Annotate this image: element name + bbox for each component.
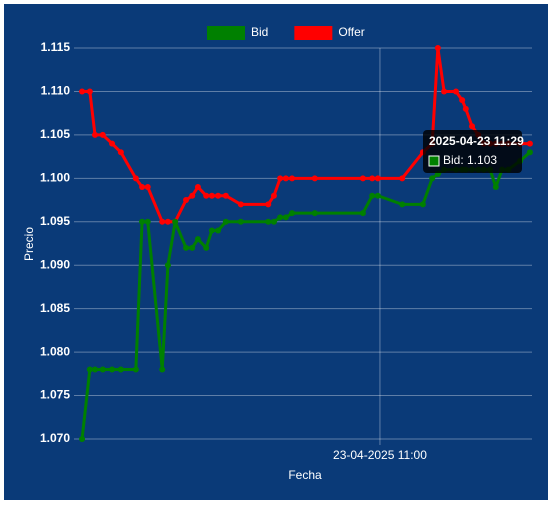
data-point	[374, 175, 381, 182]
data-point	[492, 184, 499, 191]
data-point	[374, 192, 381, 199]
data-point	[441, 88, 448, 95]
chart-background	[4, 4, 548, 500]
data-point	[139, 218, 146, 225]
data-point	[164, 218, 171, 225]
y-tick-label: 1.075	[40, 388, 70, 402]
data-point	[215, 227, 222, 234]
x-tick-label: 23-04-2025 11:00	[333, 448, 427, 462]
data-point	[86, 88, 93, 95]
data-point	[222, 218, 229, 225]
data-point	[144, 184, 151, 191]
y-tick-label: 1.105	[40, 127, 70, 141]
data-point	[289, 175, 296, 182]
y-axis-label: Precio	[22, 227, 36, 261]
data-point	[99, 366, 106, 373]
y-tick-label: 1.070	[40, 431, 70, 445]
data-point	[117, 366, 124, 373]
data-point	[215, 192, 222, 199]
data-point	[237, 218, 244, 225]
data-point	[270, 218, 277, 225]
tooltip-box	[423, 130, 522, 173]
data-point	[144, 218, 151, 225]
data-point	[459, 97, 466, 104]
data-point	[203, 244, 210, 251]
data-point	[282, 214, 289, 221]
data-point	[526, 140, 533, 147]
data-point	[265, 218, 272, 225]
data-point	[172, 218, 179, 225]
data-point	[265, 201, 272, 208]
data-point	[270, 192, 277, 199]
data-point	[311, 210, 318, 217]
legend-swatch	[207, 26, 245, 40]
data-point	[208, 192, 215, 199]
data-point	[86, 366, 93, 373]
legend-label: Offer	[338, 25, 364, 39]
data-point	[183, 197, 190, 204]
data-point	[132, 175, 139, 182]
data-point	[282, 175, 289, 182]
data-point	[369, 192, 376, 199]
y-tick-label: 1.080	[40, 344, 70, 358]
data-point	[203, 192, 210, 199]
data-point	[194, 184, 201, 191]
data-point	[526, 149, 533, 156]
data-point	[289, 210, 296, 217]
y-tick-label: 1.110	[41, 84, 71, 98]
data-point	[429, 175, 436, 182]
data-point	[208, 227, 215, 234]
data-point	[159, 366, 166, 373]
legend-swatch	[294, 26, 333, 40]
data-point	[132, 366, 139, 373]
data-point	[277, 214, 284, 221]
data-point	[164, 262, 171, 269]
tooltip-swatch	[428, 155, 440, 167]
data-point	[183, 244, 190, 251]
data-point	[139, 184, 146, 191]
data-point	[159, 218, 166, 225]
legend-label: Bid	[251, 25, 268, 39]
data-point	[469, 123, 476, 130]
y-tick-label: 1.100	[40, 171, 70, 185]
x-axis-label: Fecha	[288, 468, 322, 482]
data-point	[189, 244, 196, 251]
data-point	[359, 175, 366, 182]
data-point	[91, 366, 98, 373]
data-point	[419, 201, 426, 208]
data-point	[91, 131, 98, 138]
data-point	[434, 45, 441, 51]
data-point	[109, 366, 116, 373]
data-point	[79, 436, 86, 442]
y-tick-label: 1.085	[40, 301, 70, 315]
data-point	[194, 236, 201, 243]
y-tick-label: 1.090	[40, 257, 70, 271]
data-point	[109, 140, 116, 147]
y-tick-label: 1.115	[41, 40, 71, 54]
data-point	[311, 175, 318, 182]
tooltip-title: 2025-04-23 11:29	[429, 134, 524, 148]
data-point	[369, 175, 376, 182]
data-point	[79, 88, 86, 95]
data-point	[399, 201, 406, 208]
data-point	[399, 175, 406, 182]
data-point	[452, 88, 459, 95]
tooltip: 2025-04-23 11:29 Bid: 1.103	[423, 130, 524, 173]
data-point	[462, 105, 469, 112]
data-point	[237, 201, 244, 208]
tooltip-label: Bid: 1.103	[443, 153, 497, 167]
data-point	[277, 175, 284, 182]
data-point	[189, 192, 196, 199]
data-point	[117, 149, 124, 156]
data-point	[222, 192, 229, 199]
y-tick-label: 1.095	[40, 214, 70, 228]
data-point	[99, 131, 106, 138]
data-point	[359, 210, 366, 217]
